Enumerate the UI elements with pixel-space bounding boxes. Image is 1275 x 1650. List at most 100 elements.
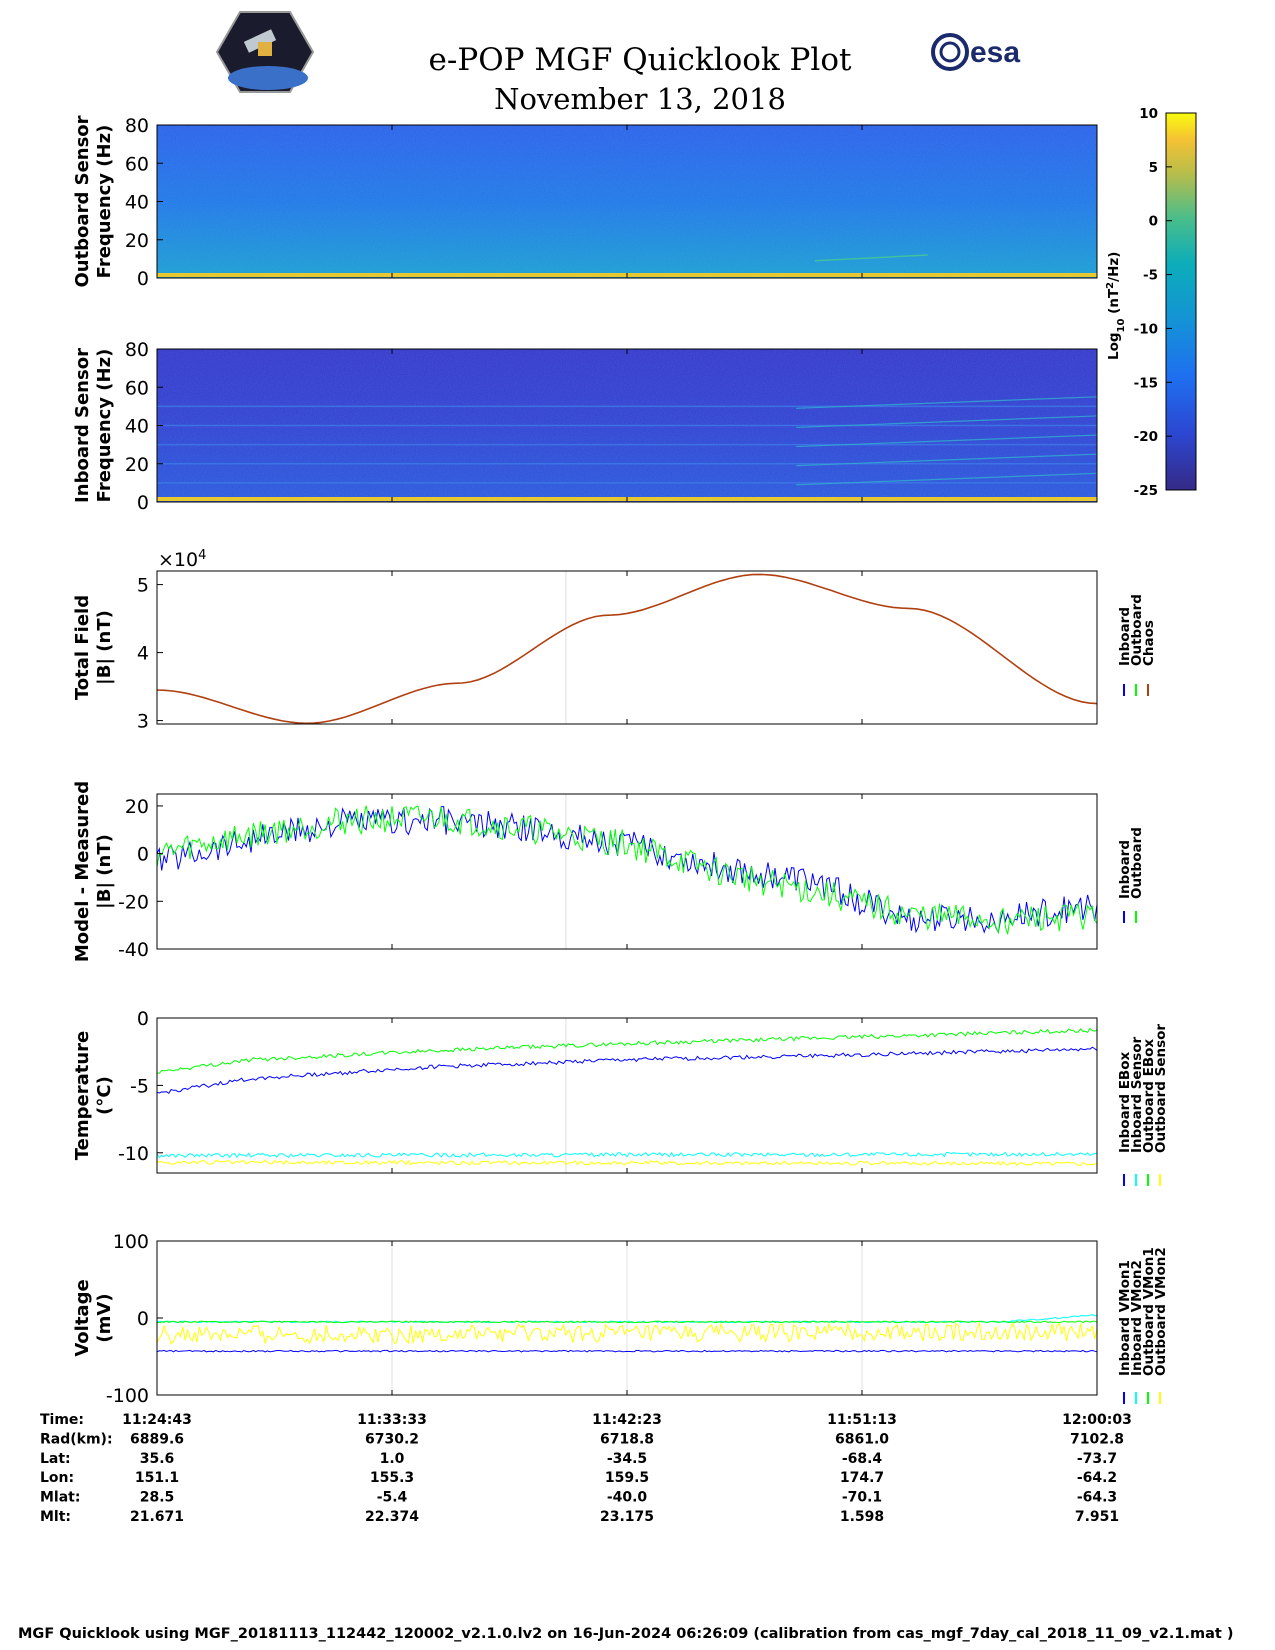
- harmonic-line: [796, 472, 1098, 486]
- table-cell: -64.3: [1077, 1490, 1117, 1506]
- table-cell: 11:42:23: [592, 1412, 662, 1428]
- y-axis-label: Inboard Sensor: [72, 348, 93, 503]
- table-cell: -5.4: [377, 1490, 408, 1506]
- table-cell: 7102.8: [1070, 1431, 1124, 1447]
- colorbar-tick-label: -5: [1143, 268, 1158, 284]
- colorbar-tick-label: 10: [1139, 106, 1158, 122]
- plot-title: e-POP MGF Quicklook Plot: [428, 42, 852, 78]
- y-tick-label: 60: [125, 153, 149, 175]
- y-tick-label: 0: [137, 268, 149, 290]
- table-cell: 174.7: [840, 1470, 884, 1486]
- svg-text:esa: esa: [970, 36, 1020, 69]
- y-tick-label: 40: [125, 192, 149, 214]
- series-outboard-ebox: [156, 1027, 1098, 1074]
- colorbar-tick-label: -20: [1134, 429, 1158, 445]
- y-tick-label: 20: [125, 454, 149, 476]
- y-axis-label: (°C): [94, 1076, 115, 1115]
- y-axis-label: Frequency (Hz): [94, 349, 115, 503]
- y-tick-label: 0: [137, 1308, 149, 1330]
- plot-area-temperature: [157, 1018, 1097, 1173]
- row-label: Mlat:: [40, 1490, 80, 1506]
- y-axis-label: Frequency (Hz): [94, 125, 115, 279]
- plot-area-total: [157, 571, 1097, 724]
- y-tick-label: -10: [118, 1143, 149, 1165]
- y-tick-label: 40: [125, 416, 149, 438]
- y-tick-label: 0: [137, 844, 149, 866]
- table-cell: 35.6: [140, 1451, 175, 1467]
- legend-label: Inboard: [1117, 607, 1133, 666]
- esa-logo: esa: [931, 33, 1020, 71]
- series-chaos: [156, 573, 1098, 725]
- panel-inboard: 80 60 40 20 0 Inboard Sensor Frequency (Hz): [72, 339, 1098, 514]
- row-label: Rad(km):: [40, 1431, 113, 1447]
- table-cell: 1.598: [840, 1509, 884, 1525]
- row-label: Lat:: [40, 1451, 71, 1467]
- spectrogram-noise: [157, 125, 1097, 278]
- table-cell: 11:33:33: [357, 1412, 427, 1428]
- y-tick-label: 4: [137, 643, 149, 665]
- legend-label: Inboard Sensor: [1129, 1036, 1145, 1153]
- legend-label: Outboard VMon1: [1141, 1247, 1157, 1376]
- plot-area-residual: [157, 794, 1097, 949]
- harmonic-line: [796, 453, 1098, 467]
- y-tick-label: 5: [137, 575, 149, 597]
- table-cell: -70.1: [842, 1490, 882, 1506]
- y-tick-label: 80: [125, 339, 149, 361]
- y-axis-label: (mV): [94, 1293, 115, 1342]
- table-cell: 1.0: [380, 1451, 405, 1467]
- series-outboard-vmon1: [156, 1320, 1098, 1324]
- y-axis-label: Outboard Sensor: [72, 115, 93, 287]
- table-cell: -34.5: [607, 1451, 647, 1467]
- y-axis-label: |B| (nT): [94, 610, 115, 685]
- y-tick-label: 3: [137, 711, 149, 733]
- y-tick-label: 60: [125, 377, 149, 399]
- y-tick-label: 0: [137, 492, 149, 514]
- panel-outboard: 80 60 40 20 0 Outboard Sensor Frequency (Hz): [72, 115, 1098, 290]
- row-label: Mlt:: [40, 1509, 71, 1525]
- footer-note: MGF Quicklook using MGF_20181113_112442_…: [18, 1626, 1234, 1642]
- harmonic-line: [814, 254, 928, 262]
- legend-label: Inboard VMon1: [1117, 1260, 1133, 1376]
- table-cell: -64.2: [1077, 1470, 1117, 1486]
- table-cell: 7.951: [1075, 1509, 1119, 1525]
- y-tick-label: -5: [130, 1075, 149, 1097]
- table-cell: 11:24:43: [122, 1412, 192, 1428]
- harmonic-line: [796, 434, 1098, 448]
- legend-label: Inboard EBox: [1117, 1052, 1133, 1153]
- series-inboard-sensor: [156, 1151, 1098, 1159]
- colorbar-tick-label: 5: [1149, 160, 1158, 176]
- y-tick-label: 0: [137, 1008, 149, 1030]
- table-cell: -68.4: [842, 1451, 883, 1467]
- legend-label: Outboard Sensor: [1153, 1024, 1169, 1153]
- svg-text:Log10 (nT2/Hz): Log10 (nT2/Hz): [1105, 252, 1127, 360]
- series-inboard: [156, 806, 1098, 934]
- series-outboard: [156, 805, 1098, 935]
- table-cell: 21.671: [130, 1509, 184, 1525]
- colorbar-tick-label: -15: [1134, 375, 1158, 391]
- legend-label: Chaos: [1141, 620, 1157, 666]
- series-outboard-sensor: [156, 1159, 1098, 1167]
- y-tick-label: 20: [125, 230, 149, 252]
- y-tick-label: 20: [125, 796, 149, 818]
- harmonic-line: [796, 396, 1098, 409]
- row-label: Lon:: [40, 1470, 74, 1486]
- colorbar: 10 5 0 -5 -10 -15 -20 -25 Log10 (nT2/Hz): [1105, 106, 1197, 499]
- series-inboard-ebox: [156, 1046, 1098, 1095]
- table-cell: -73.7: [1077, 1451, 1117, 1467]
- table-cell: 6718.8: [600, 1431, 654, 1447]
- axis-exponent: ×104: [158, 548, 206, 572]
- legend-label: Inboard VMon2: [1129, 1260, 1145, 1376]
- y-axis-label: |B| (nT): [94, 834, 115, 909]
- harmonic-line: [796, 415, 1098, 429]
- series-inboard-vmon1: [156, 1349, 1098, 1353]
- cassiope-logo: [215, 11, 315, 93]
- y-tick-label: 80: [125, 115, 149, 137]
